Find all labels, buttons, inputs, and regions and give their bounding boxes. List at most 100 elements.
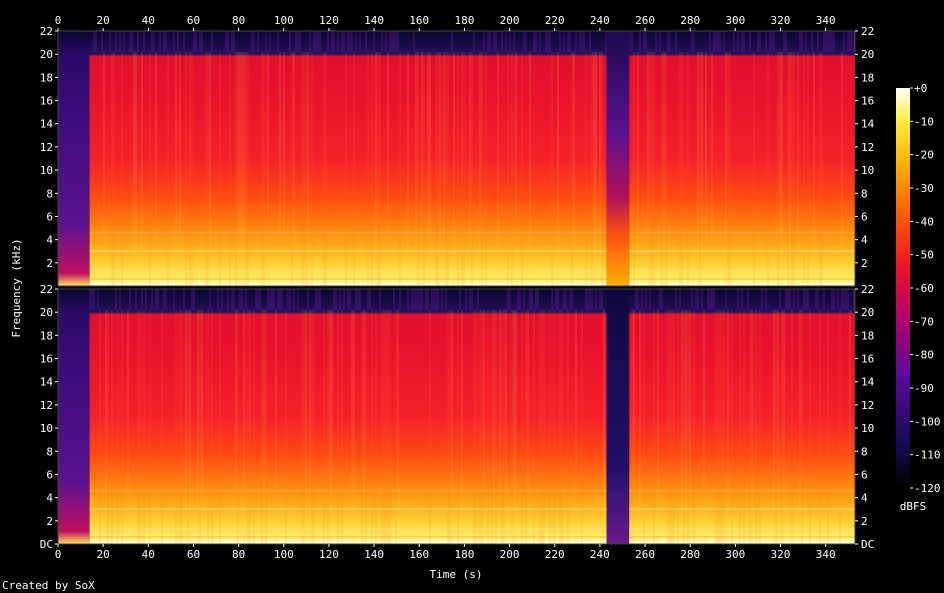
colorbar-tick-label: -100 (914, 415, 941, 428)
y-tick-label: 16 (861, 353, 874, 366)
x-tick-label: 80 (232, 548, 245, 561)
channel-2 (57, 288, 856, 545)
x-tick-label: 280 (680, 548, 700, 561)
y-tick-label: 6 (861, 210, 868, 223)
harmonic-band (629, 278, 855, 281)
y-tick-label: 16 (40, 353, 53, 366)
x-tick-label: 140 (364, 14, 384, 27)
colorbar-tick-label: -110 (914, 449, 941, 462)
x-tick-label: 40 (142, 14, 155, 27)
x-tick-label: 180 (454, 548, 474, 561)
y-tick-label: 4 (861, 492, 868, 505)
segment-main (89, 31, 607, 286)
y-tick-label: 22 (40, 283, 53, 296)
y-tick-label: 18 (40, 329, 53, 342)
harmonic-band (89, 250, 607, 253)
y-tick-label: 18 (861, 71, 874, 84)
colorbar-tick-label: -10 (914, 115, 934, 128)
y-tick-label: 10 (861, 422, 874, 435)
x-tick-label: 0 (55, 14, 62, 27)
x-tick-label: 340 (816, 548, 836, 561)
y-tick-label: 20 (40, 306, 53, 319)
x-tick-label: 40 (142, 548, 155, 561)
y-tick-label: 22 (40, 25, 53, 38)
channel-1 (57, 30, 856, 287)
channel-frame (57, 288, 856, 545)
segment-intro (58, 31, 90, 286)
harmonic-band (89, 278, 607, 281)
harmonic-band (629, 489, 855, 492)
x-tick-label: 200 (500, 14, 520, 27)
y-tick-label: 10 (40, 164, 53, 177)
harmonic-band (89, 511, 607, 514)
x-tick-label: 240 (590, 14, 610, 27)
x-tick-label: 80 (232, 14, 245, 27)
harmonic-band (89, 253, 607, 256)
channel-frame (57, 30, 856, 287)
harmonic-band (89, 269, 607, 272)
y-tick-label: 20 (861, 48, 874, 61)
colorbar-gradient (896, 88, 910, 488)
x-axis-top: 0 20 40 60 80 100 120 140 160 180 200 220 240 260 280 3… (55, 14, 836, 31)
segment-intro (58, 289, 90, 544)
harmonic-band (629, 508, 855, 511)
y-tick-label: 12 (861, 399, 874, 412)
harmonic-band (89, 231, 607, 234)
y-tick-label: 12 (861, 141, 874, 154)
axes: 0 20 40 60 80 100 120 140 160 180 200 220 240 260 280 3… (40, 14, 875, 561)
colorbar-tick-label: -70 (914, 315, 934, 328)
x-tick-label: 60 (187, 548, 200, 561)
colorbar-tick-label: -20 (914, 149, 934, 162)
x-tick-label: 0 (55, 548, 62, 561)
x-tick-label: 120 (319, 548, 339, 561)
x-tick-label: 20 (97, 548, 110, 561)
x-tick-label: 340 (816, 14, 836, 27)
x-tick-label: 140 (364, 548, 384, 561)
y-tick-label: 16 (861, 95, 874, 108)
x-tick-label: 180 (454, 14, 474, 27)
y-axis-label: Frequency (kHz) (10, 238, 23, 337)
y-tick-label: 4 (861, 234, 868, 247)
y-tick-label: 14 (861, 118, 875, 131)
x-tick-label: 320 (771, 548, 791, 561)
y-tick-label: 6 (46, 468, 53, 481)
spectrogram-channels (57, 30, 856, 545)
colorbar-tick-label: -50 (914, 249, 934, 262)
y-tick-label: 14 (40, 376, 54, 389)
y-tick-label: 2 (861, 257, 868, 270)
y-tick-label: 8 (861, 187, 868, 200)
x-tick-label: 60 (187, 14, 200, 27)
spectral-texture (89, 31, 855, 286)
y-tick-label: 14 (861, 376, 875, 389)
colorbar-label: dBFS (900, 500, 927, 513)
colorbar-tick-label: +0 (914, 82, 927, 95)
colorbar-tick-label: -90 (914, 382, 934, 395)
y-tick-label: 8 (46, 445, 53, 458)
x-axis-label: Time (s) (430, 568, 483, 581)
y-tick-label: 12 (40, 399, 53, 412)
harmonic-band (89, 527, 607, 530)
segment-main (89, 289, 607, 544)
y-tick-label: 22 (861, 25, 874, 38)
segment-gap (606, 289, 630, 544)
harmonic-band (629, 269, 855, 272)
segment-outro (629, 31, 855, 286)
x-tick-label: 220 (545, 14, 565, 27)
y-tick-label: 14 (40, 118, 54, 131)
harmonic-band (629, 511, 855, 514)
x-tick-label: 260 (635, 14, 655, 27)
y-tick-label: 20 (40, 48, 53, 61)
y-tick-label: 10 (40, 422, 53, 435)
segment-outro (629, 289, 855, 544)
harmonic-band (629, 536, 855, 539)
y-tick-label: 6 (46, 210, 53, 223)
harmonic-band (629, 231, 855, 234)
y-tick-label: 2 (46, 515, 53, 528)
y-tick-label: 4 (46, 234, 53, 247)
y-tick-label: 22 (861, 283, 874, 296)
x-tick-label: 20 (97, 14, 110, 27)
colorbar-tick-label: -40 (914, 215, 934, 228)
spectral-texture (89, 289, 855, 544)
segment-gap (606, 31, 630, 286)
